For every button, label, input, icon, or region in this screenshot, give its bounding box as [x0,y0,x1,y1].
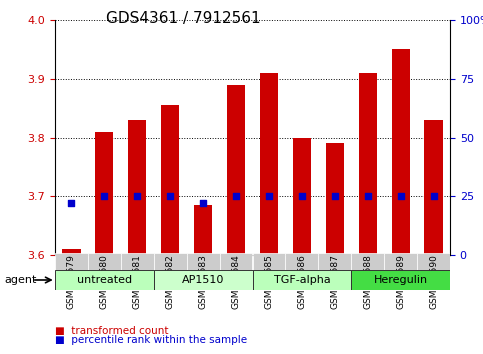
Bar [293,137,311,255]
Point [100,193,108,199]
Point [397,193,404,199]
Text: agent: agent [5,275,37,285]
Text: TGF-alpha: TGF-alpha [273,275,330,285]
Bar [359,73,377,255]
Text: AP1510: AP1510 [182,275,224,285]
Bar [154,270,253,290]
Bar [227,85,245,255]
Point [331,193,339,199]
Point [133,193,141,199]
Text: GSM554581: GSM554581 [133,254,142,309]
Bar [260,73,278,255]
Bar [186,253,220,270]
Bar [351,253,384,270]
Text: ■  percentile rank within the sample: ■ percentile rank within the sample [55,335,247,345]
Text: GSM554587: GSM554587 [330,254,339,309]
Bar [220,253,253,270]
Bar [55,270,154,290]
Point [265,193,273,199]
Text: GSM554589: GSM554589 [396,254,405,309]
Bar [95,132,114,255]
Text: GSM554585: GSM554585 [265,254,273,309]
Point [364,193,371,199]
Text: GSM554580: GSM554580 [100,254,109,309]
Point [232,193,240,199]
Text: ■  transformed count: ■ transformed count [55,326,169,336]
Bar [161,105,179,255]
Point [166,193,174,199]
Point [68,200,75,206]
Bar [326,143,344,255]
Bar [194,205,212,255]
Point [430,193,438,199]
Bar [285,253,318,270]
Bar [62,249,81,255]
Bar [253,253,285,270]
Text: Heregulin: Heregulin [373,275,427,285]
Bar [318,253,351,270]
Bar [55,253,88,270]
Text: GSM554588: GSM554588 [363,254,372,309]
Bar [417,253,450,270]
Text: GSM554584: GSM554584 [231,254,241,309]
Bar [121,253,154,270]
Bar [253,270,351,290]
Bar [392,49,410,255]
Text: GSM554582: GSM554582 [166,254,175,309]
Point [298,193,306,199]
Text: GSM554590: GSM554590 [429,254,438,309]
Text: GSM554579: GSM554579 [67,254,76,309]
Point [199,200,207,206]
Bar [88,253,121,270]
Text: untreated: untreated [77,275,132,285]
Bar [351,270,450,290]
Text: GSM554583: GSM554583 [199,254,208,309]
Bar [154,253,186,270]
Bar [425,120,442,255]
Text: GDS4361 / 7912561: GDS4361 / 7912561 [106,11,261,25]
Text: GSM554586: GSM554586 [298,254,306,309]
Bar [384,253,417,270]
Bar [128,120,146,255]
